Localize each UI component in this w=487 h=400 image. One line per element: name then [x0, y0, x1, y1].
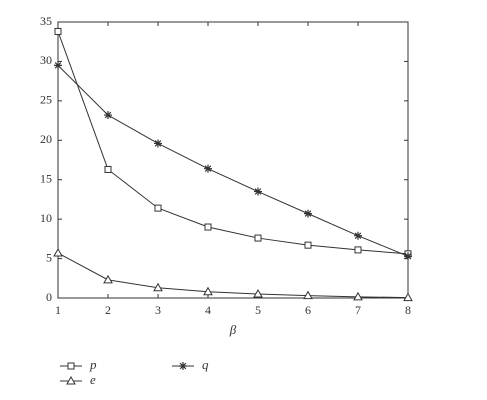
series-line	[57, 65, 409, 257]
marker	[66, 375, 76, 385]
y-tick-label: 5	[46, 250, 52, 264]
marker	[153, 282, 163, 292]
marker	[354, 246, 362, 254]
marker	[104, 111, 112, 120]
y-tick-label: 35	[40, 14, 52, 28]
marker	[103, 274, 113, 284]
y-tick-label: 0	[46, 290, 52, 304]
x-axis-label: β	[229, 322, 237, 337]
plot-frame	[57, 21, 409, 299]
y-tick-label: 15	[40, 171, 52, 185]
marker	[203, 286, 213, 296]
x-tick-label: 7	[355, 303, 361, 317]
legend-label: q	[202, 357, 209, 372]
marker	[67, 362, 75, 370]
marker	[353, 291, 363, 301]
marker	[154, 139, 162, 148]
marker	[54, 61, 62, 70]
y-tick-label: 20	[40, 132, 52, 146]
y-tick-label: 30	[40, 53, 52, 67]
marker	[154, 204, 162, 212]
marker	[254, 234, 262, 242]
marker	[204, 223, 212, 231]
x-tick-label: 2	[105, 303, 111, 317]
x-tick-label: 4	[205, 303, 211, 317]
x-tick-label: 8	[405, 303, 411, 317]
y-tick-label: 10	[40, 211, 52, 225]
marker	[179, 362, 187, 370]
marker	[303, 290, 313, 300]
series-line	[57, 252, 409, 299]
marker	[404, 252, 412, 261]
marker	[54, 27, 62, 35]
x-tick-label: 1	[55, 303, 61, 317]
marker	[53, 248, 63, 257]
x-tick-label: 6	[305, 303, 311, 317]
marker	[403, 292, 413, 302]
legend-label: e	[90, 372, 96, 387]
marker	[254, 187, 262, 196]
marker	[354, 231, 362, 240]
marker	[104, 165, 112, 173]
legend-label: p	[89, 357, 97, 372]
marker	[204, 164, 212, 173]
series-line	[57, 31, 409, 255]
y-tick-label: 25	[40, 93, 52, 107]
marker	[304, 241, 312, 249]
marker	[304, 209, 312, 218]
x-tick-label: 5	[255, 303, 261, 317]
marker	[253, 289, 263, 298]
x-tick-label: 3	[155, 303, 161, 317]
